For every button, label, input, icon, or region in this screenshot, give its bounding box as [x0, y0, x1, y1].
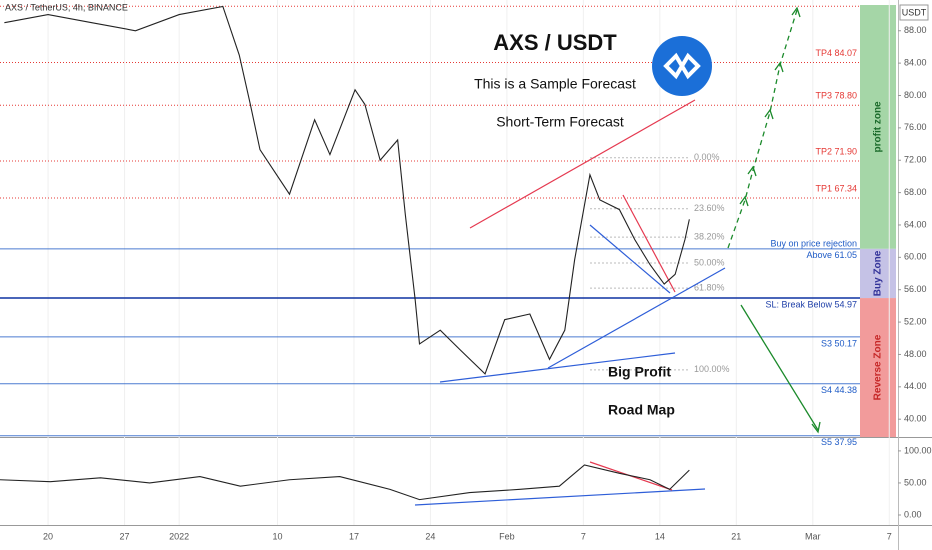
y-tick-label: 52.00 — [904, 316, 927, 326]
fib-label: 61.80% — [694, 282, 725, 292]
y-tick-label: 40.00 — [904, 414, 927, 424]
level-label: S5 37.95 — [821, 437, 857, 447]
trendline — [547, 267, 726, 369]
fib-label: 38.20% — [694, 231, 725, 241]
annotation: Buy on price rejection — [770, 238, 857, 248]
chart-title: AXS / USDT — [493, 30, 617, 55]
price-line — [4, 5, 690, 375]
zone-label: Reverse Zone — [873, 334, 884, 400]
y-tick-label: 44.00 — [904, 381, 927, 391]
x-tick-label: 7 — [887, 531, 892, 541]
currency-box — [899, 4, 929, 21]
y-tick-label: 60.00 — [904, 252, 927, 262]
x-tick-label: 17 — [349, 531, 359, 541]
price-line — [0, 464, 690, 501]
logo-mark — [663, 52, 701, 80]
y-tick-label: 80.00 — [904, 90, 927, 100]
level-label: TP3 78.80 — [815, 91, 857, 101]
y-tick-label: 72.00 — [904, 155, 927, 165]
zone — [860, 5, 896, 249]
trendline — [622, 194, 676, 293]
y-tick-label: 50.00 — [904, 477, 927, 487]
zone-label: Buy Zone — [873, 250, 884, 296]
x-tick-label: 20 — [43, 531, 53, 541]
subtitle: This is a Sample Forecast — [474, 76, 636, 92]
annotation: Big Profit — [608, 364, 671, 380]
trendline — [469, 99, 696, 229]
fib-label: 0.00% — [694, 152, 720, 162]
x-tick-label: 27 — [120, 531, 130, 541]
x-tick-label: Feb — [499, 531, 515, 541]
level-label: TP2 71.90 — [815, 146, 857, 156]
y-tick-label: 100.00 — [904, 445, 932, 455]
level-label: SL: Break Below 54.97 — [765, 299, 857, 309]
x-tick-label: 7 — [581, 531, 586, 541]
y-tick-label: 84.00 — [904, 57, 927, 67]
fib-label: 100.00% — [694, 364, 730, 374]
y-tick-label: 56.00 — [904, 284, 927, 294]
x-tick-label: 10 — [272, 531, 282, 541]
fib-label: 23.60% — [694, 203, 725, 213]
x-tick-label: 24 — [425, 531, 435, 541]
x-tick-label: 14 — [655, 531, 665, 541]
zone — [860, 248, 896, 299]
y-tick-label: 76.00 — [904, 122, 927, 132]
level-label: Above 61.05 — [806, 250, 857, 260]
level-label: TP5 91.02 — [815, 0, 857, 2]
x-tick-label: Mar — [805, 531, 821, 541]
annotation: Road Map — [608, 402, 675, 418]
header: AXS / TetherUS, 4h, BINANCE — [5, 2, 128, 12]
fib-label: 50.00% — [694, 257, 725, 267]
level-label: S3 50.17 — [821, 338, 857, 348]
trendline — [439, 352, 676, 383]
y-tick-label: 64.00 — [904, 219, 927, 229]
trendline — [414, 488, 706, 506]
zone-label: profit zone — [873, 101, 884, 153]
subtitle: Short-Term Forecast — [496, 114, 624, 130]
y-tick-label: 48.00 — [904, 349, 927, 359]
level-label: TP4 84.07 — [815, 48, 857, 58]
x-tick-label: 21 — [731, 531, 741, 541]
y-tick-label: 0.00 — [904, 509, 922, 519]
forecast-arrow — [740, 304, 819, 431]
y-tick-label: 68.00 — [904, 187, 927, 197]
level-label: TP1 67.34 — [815, 183, 857, 193]
currency: USDT — [902, 7, 927, 17]
x-tick-label: 2022 — [169, 531, 189, 541]
zone — [860, 298, 896, 437]
arrow-head — [739, 6, 821, 434]
trendline — [589, 224, 671, 294]
level-label: S4 44.38 — [821, 385, 857, 395]
drawings — [414, 6, 821, 506]
y-tick-label: 88.00 — [904, 25, 927, 35]
forecast-arrow — [727, 9, 798, 249]
